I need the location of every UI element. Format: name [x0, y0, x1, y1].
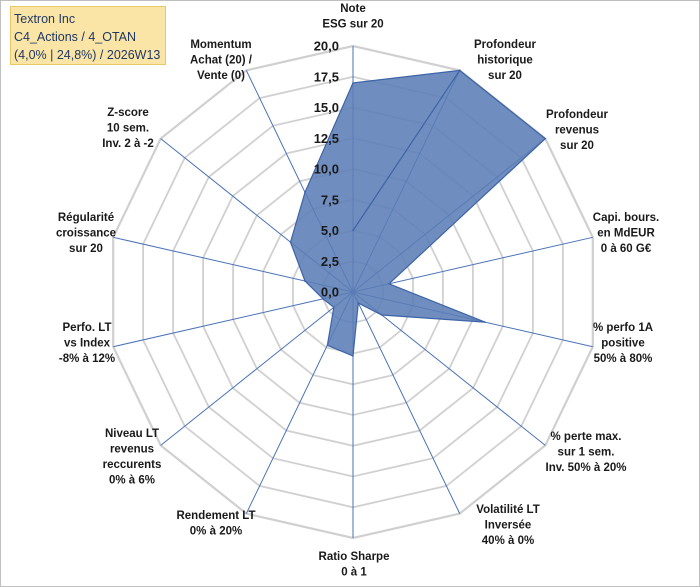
axis-spoke: [352, 291, 546, 446]
tick-label: 7,5: [321, 192, 339, 207]
axis-label-line: sur 20: [488, 70, 522, 82]
axis-label-line: Inv. 2 à -2: [102, 138, 154, 150]
data-point: [352, 82, 354, 84]
axis-label-line: Note: [340, 3, 366, 15]
axis-label: Profondeur revenus sur 20: [546, 109, 608, 152]
axis-label-line: Z-score: [107, 107, 149, 119]
axis-label: Profondeur historique sur 20: [474, 39, 536, 82]
axis-label: Rendement LT 0% à 20%: [176, 510, 255, 538]
axis-label-line: revenus: [110, 444, 154, 456]
tick-label: 2,5: [321, 254, 339, 269]
axis-label-line: Inversée: [485, 520, 532, 532]
data-point: [458, 69, 461, 72]
axis-label: Z-score 10 sem. Inv. 2 à -2: [102, 107, 154, 150]
axis-label-layer: Note ESG sur 20 Profondeur historique sur 20…: [56, 3, 659, 579]
axis-label-line: Ratio Sharpe: [319, 551, 390, 563]
axis-spoke: [352, 236, 593, 293]
data-point: [352, 229, 354, 232]
tick-label: 0,0: [321, 285, 339, 300]
data-point: [326, 344, 329, 347]
axis-label-line: Achat (20) /: [190, 55, 253, 67]
axis-label: % perte max. sur 1 sem. Inv. 50% à 20%: [546, 431, 627, 474]
tick-label: 15,0: [314, 100, 339, 115]
axis-label-line: croissance: [56, 228, 116, 240]
axis-label-line: Inv. 50% à 20%: [546, 462, 627, 474]
axis-label-line: 10 sem.: [107, 123, 149, 135]
series-layer: [289, 69, 547, 357]
axis-label-line: sur 20: [69, 243, 103, 255]
data-point: [484, 321, 486, 323]
axis-label: Niveau LT revenus reccurents 0% à 6%: [103, 428, 162, 487]
axis-spoke: [113, 291, 354, 348]
data-point: [381, 314, 383, 316]
header-stats: (4,0% | 24,8%) / 2026W13: [14, 48, 161, 62]
axis-label-line: en MdEUR: [597, 228, 655, 240]
axis-label-line: sur 20: [560, 140, 594, 152]
data-point: [357, 302, 360, 304]
axis-label-line: Rendement LT: [176, 510, 255, 522]
data-point: [333, 306, 335, 309]
tick-label: 17,5: [314, 69, 339, 84]
data-point: [322, 298, 324, 300]
axis-label-line: Momentum: [190, 39, 251, 51]
axis-label-line: % perfo 1A: [593, 322, 653, 334]
tick-label: 12,5: [314, 131, 339, 146]
axis-label: Momentum Achat (20) / Vente (0): [190, 39, 253, 82]
axis-label-line: revenus: [555, 125, 599, 137]
axis-label-line: historique: [477, 55, 533, 67]
axis-label-line: sur 1 sem.: [558, 447, 615, 459]
axis-label-line: 0 à 60 G€: [601, 243, 652, 255]
axis-label-line: reccurents: [103, 459, 162, 471]
axis-label-line: Profondeur: [546, 109, 608, 121]
axis-label-line: Profondeur: [474, 39, 536, 51]
axis-label-line: Régularité: [58, 212, 114, 224]
tick-label: 20,0: [314, 39, 339, 54]
axis-spoke: [160, 291, 354, 446]
axis-label-line: Volatilité LT: [476, 504, 539, 516]
data-point: [289, 241, 292, 243]
axis-label-line: 0% à 20%: [190, 526, 242, 538]
axis-label-line: 40% à 0%: [482, 535, 534, 547]
axis-label: Perfo. LT vs Index -8% à 12%: [59, 322, 115, 365]
axis-label-line: vs Index: [64, 338, 111, 350]
axis-label-line: Vente (0): [197, 70, 245, 82]
axis-label-line: 0 à 1: [341, 567, 367, 579]
data-point: [304, 280, 306, 282]
data-point: [544, 137, 547, 140]
axis-label: % perfo 1A positive 50% à 80%: [593, 322, 653, 365]
header-category: C4_Actions / 4_OTAN: [14, 30, 137, 44]
data-point: [304, 191, 306, 194]
axis-label: Ratio Sharpe 0 à 1: [319, 551, 390, 579]
axis-label-line: Perfo. LT: [63, 322, 112, 334]
data-point: [388, 283, 390, 285]
axis-label-line: Capi. bours.: [593, 212, 659, 224]
tick-label: 10,0: [314, 162, 339, 177]
axis-label-line: Niveau LT: [105, 428, 159, 440]
axis-label-line: ESG sur 20: [322, 19, 383, 31]
data-point: [352, 355, 354, 357]
axis-label-line: % perte max.: [551, 431, 622, 443]
tick-label: 5,0: [321, 223, 339, 238]
axis-label-line: 50% à 80%: [594, 353, 653, 365]
axis-label-line: 0% à 6%: [109, 475, 155, 487]
axis-label: Capi. bours. en MdEUR 0 à 60 G€: [593, 212, 659, 255]
axis-label-line: positive: [601, 338, 644, 350]
tick-label-layer: 0,0 2,5 5,0 7,5 10,0 12,5 15,0 17,5 20,0: [314, 39, 339, 300]
axis-label: Régularité croissance sur 20: [56, 212, 116, 255]
chart-header-box: Textron Inc C4_Actions / 4_OTAN (4,0% | …: [10, 6, 166, 65]
axis-label: Volatilité LT Inversée 40% à 0%: [476, 504, 539, 547]
axis-label-line: -8% à 12%: [59, 353, 115, 365]
header-company: Textron Inc: [14, 12, 76, 26]
axis-label: Note ESG sur 20: [322, 3, 383, 31]
axis-spoke: [352, 291, 461, 514]
